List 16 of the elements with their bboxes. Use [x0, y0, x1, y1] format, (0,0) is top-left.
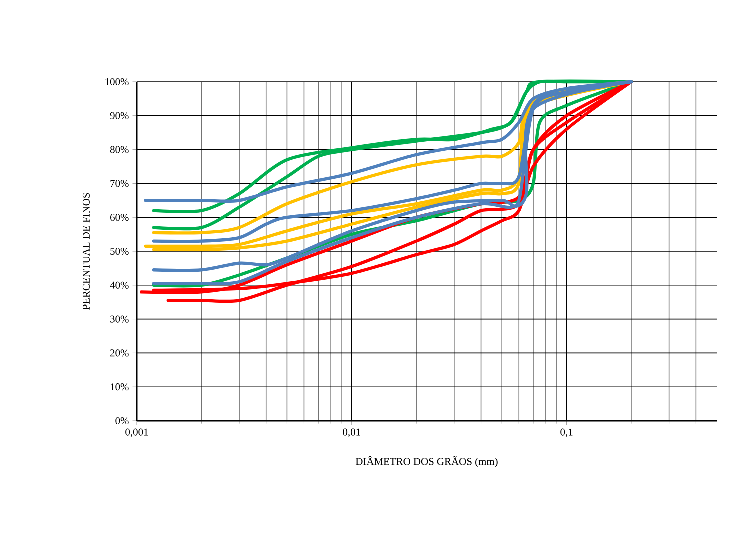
y-tick-label: 80%	[110, 146, 129, 154]
x-axis-title: DIÂMETRO DOS GRÃOS (mm)	[356, 456, 498, 468]
y-tick-label: 10%	[110, 384, 129, 391]
y-tick-label: 50%	[110, 248, 129, 256]
y-tick-label: 90%	[110, 112, 129, 120]
y-tick-label: 0%	[116, 417, 129, 425]
y-tick-label: 30%	[110, 316, 129, 323]
y-axis-title: PERCENTUAL DE FINOS	[82, 193, 90, 310]
y-tick-label: 70%	[110, 180, 129, 188]
y-tick-label: 20%	[110, 350, 129, 357]
y-tick-label: 40%	[110, 282, 129, 289]
y-tick-label: 60%	[110, 214, 129, 222]
x-tick-label: 0,01	[343, 428, 360, 438]
x-tick-label: 0,001	[126, 428, 148, 438]
x-tick-label: 0,1	[560, 428, 573, 438]
y-tick-label: 100%	[106, 78, 129, 86]
